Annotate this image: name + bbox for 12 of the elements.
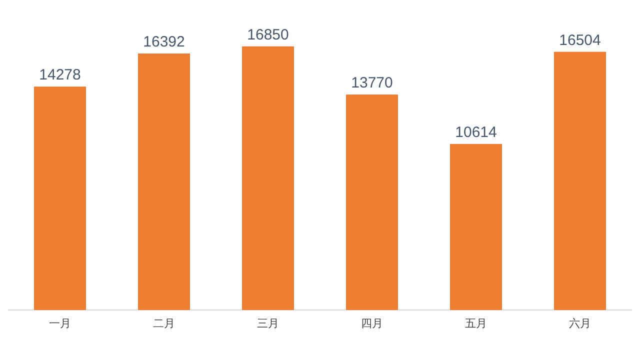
data-label: 16850 <box>247 26 289 44</box>
x-tick-label: 六月 <box>569 317 591 330</box>
data-label: 10614 <box>455 124 497 141</box>
data-label: 16504 <box>559 32 601 49</box>
data-label: 13770 <box>351 74 393 92</box>
x-tick-label: 五月 <box>465 318 487 330</box>
data-label: 16392 <box>143 34 185 51</box>
x-tick-label: 三月 <box>257 318 279 330</box>
x-tick-label: 四月 <box>361 318 383 330</box>
x-tick-label: 一月 <box>49 318 71 330</box>
x-tick-label: 二月 <box>153 318 175 330</box>
data-label: 14278 <box>39 66 81 84</box>
